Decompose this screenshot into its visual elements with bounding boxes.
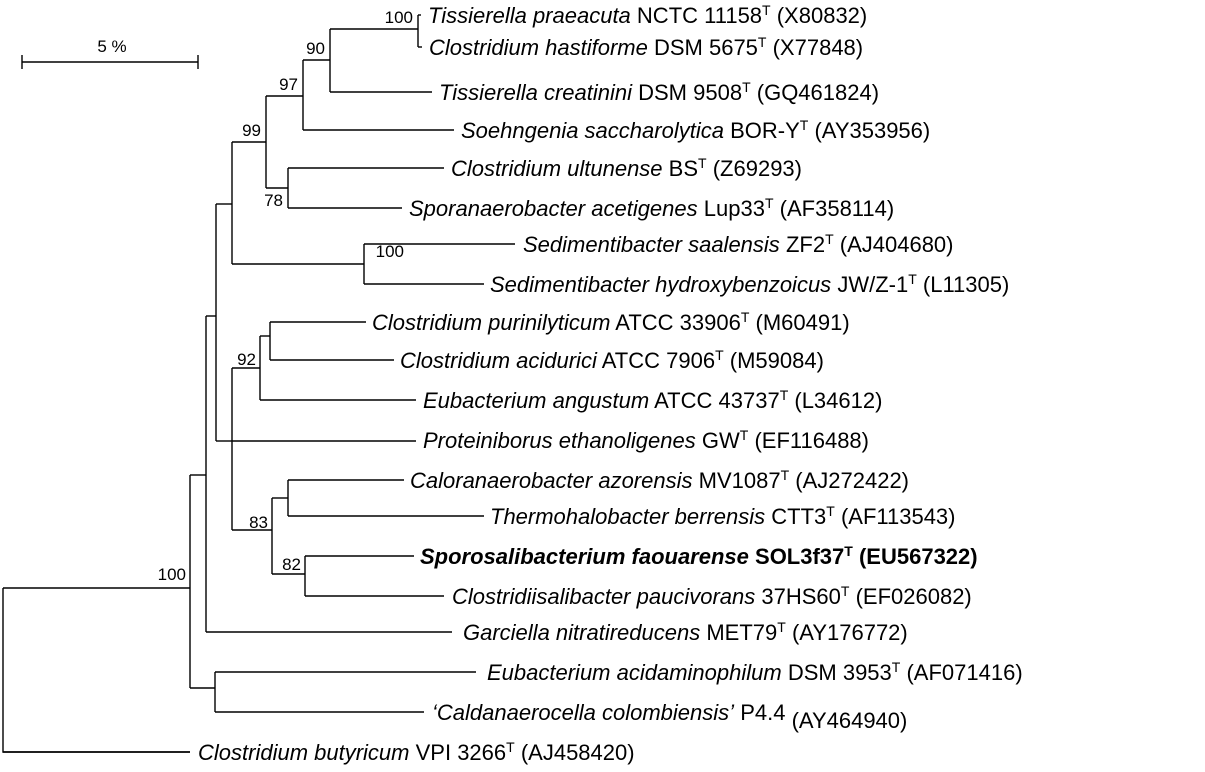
bootstrap-value: 99 bbox=[242, 121, 261, 140]
scale-bar: 5 % bbox=[21, 37, 199, 69]
taxon-label-highlighted: Sporosalibacterium faouarense SOL3f37T (… bbox=[420, 543, 978, 569]
bootstrap-value: 100 bbox=[158, 565, 186, 584]
bootstrap-value: 97 bbox=[279, 75, 298, 94]
bootstrap-value: 100 bbox=[385, 8, 413, 27]
taxon-label: Clostridium acidurici ATCC 7906T (M59084… bbox=[400, 347, 824, 373]
taxon-label: Sedimentibacter saalensis ZF2T (AJ404680… bbox=[523, 231, 954, 257]
bootstrap-value: 82 bbox=[282, 555, 301, 574]
taxon-label: Soehngenia saccharolytica BOR-YT (AY3539… bbox=[461, 117, 930, 143]
taxon-label: Eubacterium angustum ATCC 43737T (L34612… bbox=[423, 387, 882, 413]
taxon-labels: Tissierella praeacuta NCTC 11158T (X8083… bbox=[198, 2, 1023, 765]
taxon-label: Clostridium purinilyticum ATCC 33906T (M… bbox=[372, 309, 850, 335]
bootstrap-value: 90 bbox=[306, 39, 325, 58]
bootstrap-value: 83 bbox=[249, 513, 268, 532]
taxon-label: Clostridiisalibacter paucivorans 37HS60T… bbox=[452, 583, 972, 609]
taxon-label: Eubacterium acidaminophilum DSM 3953T (A… bbox=[487, 659, 1023, 685]
taxon-label: Clostridium butyricum VPI 3266T (AJ45842… bbox=[198, 739, 635, 765]
bootstrap-value: 92 bbox=[237, 350, 256, 369]
bootstrap-values: 100 90 97 99 78 100 92 83 82 100 bbox=[158, 8, 413, 584]
taxon-label: Garciella nitratireducens MET79T (AY1767… bbox=[463, 619, 908, 645]
tree-branches bbox=[2, 14, 515, 753]
taxon-label: Sedimentibacter hydroxybenzoicus JW/Z-1T… bbox=[490, 271, 1009, 297]
taxon-label: ‘Caldanaerocella colombiensis’ P4.4 (AY4… bbox=[432, 700, 907, 733]
taxon-label: Sporanaerobacter acetigenes Lup33T (AF35… bbox=[409, 195, 894, 221]
taxon-label: Thermohalobacter berrensis CTT3T (AF1135… bbox=[490, 503, 956, 529]
scale-bar-label: 5 % bbox=[97, 37, 126, 56]
taxon-label: Clostridium hastiforme DSM 5675T (X77848… bbox=[429, 34, 863, 60]
bootstrap-value: 78 bbox=[264, 191, 283, 210]
taxon-label: Clostridium ultunense BST (Z69293) bbox=[451, 155, 802, 181]
taxon-label: Tissierella praeacuta NCTC 11158T (X8083… bbox=[428, 2, 867, 28]
taxon-label: Proteiniborus ethanoligenes GWT (EF11648… bbox=[423, 427, 869, 453]
bootstrap-value: 100 bbox=[376, 242, 404, 261]
taxon-label: Caloranaerobacter azorensis MV1087T (AJ2… bbox=[410, 467, 909, 493]
taxon-label: Tissierella creatinini DSM 9508T (GQ4618… bbox=[439, 79, 879, 105]
